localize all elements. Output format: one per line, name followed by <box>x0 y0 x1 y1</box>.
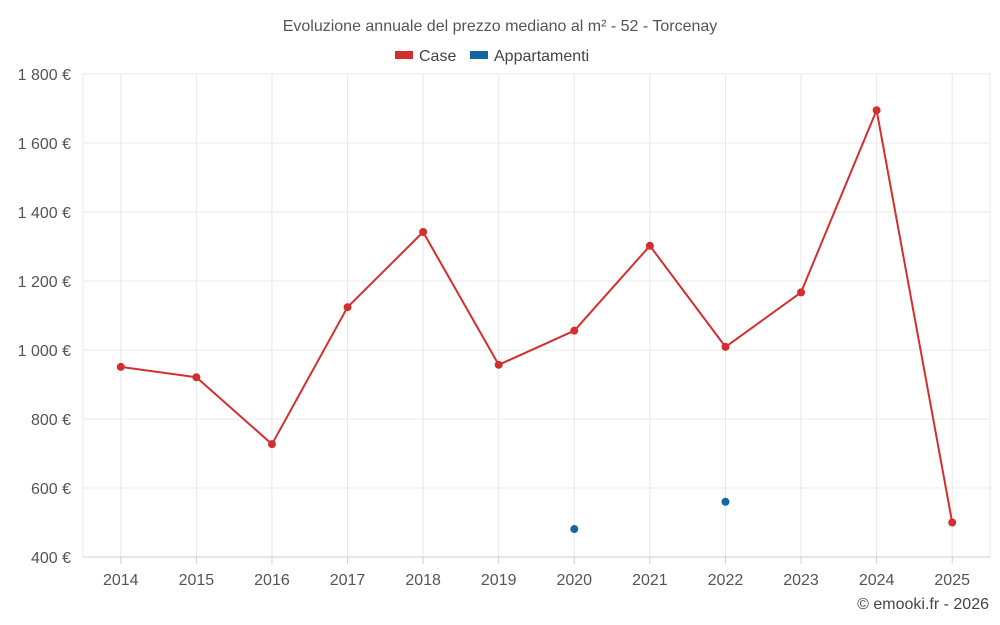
data-point[interactable] <box>948 518 957 527</box>
series-case <box>116 106 957 527</box>
y-tick-label: 1 800 € <box>18 67 71 84</box>
x-tick-label: 2022 <box>708 572 744 589</box>
y-tick-label: 400 € <box>31 550 71 567</box>
legend-label: Appartamenti <box>494 48 589 65</box>
legend-label: Case <box>419 48 456 65</box>
x-tick-label: 2025 <box>934 572 970 589</box>
grid <box>82 73 991 557</box>
y-tick-label: 1 400 € <box>18 205 71 222</box>
x-tick-label: 2018 <box>405 572 441 589</box>
legend-swatch <box>395 51 413 59</box>
data-point[interactable] <box>192 373 201 382</box>
data-point[interactable] <box>570 525 579 534</box>
data-point[interactable] <box>570 326 579 335</box>
x-axis: 2014 2015 2016 2017 2018 2019 2020 2021 2022 2023… <box>83 556 990 589</box>
data-point[interactable] <box>721 497 730 506</box>
x-tick-label: 2021 <box>632 572 668 589</box>
legend-item-appartamenti[interactable]: Appartamenti <box>470 48 589 65</box>
y-tick-label: 800 € <box>31 412 71 429</box>
x-tick-label: 2019 <box>481 572 517 589</box>
y-tick-label: 1 600 € <box>18 136 71 153</box>
data-point[interactable] <box>645 241 654 250</box>
data-point[interactable] <box>116 362 125 371</box>
y-tick-label: 1 200 € <box>18 274 71 291</box>
x-tick-label: 2016 <box>254 572 290 589</box>
chart-title: Evoluzione annuale del prezzo mediano al… <box>283 18 718 35</box>
data-point[interactable] <box>872 106 881 115</box>
x-tick-label: 2020 <box>556 572 592 589</box>
data-point[interactable] <box>494 360 503 369</box>
data-point[interactable] <box>343 303 352 312</box>
x-tick-label: 2023 <box>783 572 819 589</box>
series-layer <box>116 106 957 534</box>
x-tick-label: 2017 <box>330 572 366 589</box>
data-point[interactable] <box>419 228 428 237</box>
series-appartamenti <box>570 497 730 534</box>
series-line-case <box>120 109 954 523</box>
x-tick-label: 2015 <box>179 572 215 589</box>
data-point[interactable] <box>797 288 806 297</box>
x-tick-label: 2024 <box>859 572 895 589</box>
legend-swatch <box>470 51 488 59</box>
y-tick-label: 1 000 € <box>18 343 71 360</box>
legend-item-case[interactable]: Case <box>395 48 456 65</box>
legend: Case Appartamenti <box>395 48 589 65</box>
data-point[interactable] <box>721 342 730 351</box>
credit-text: © emooki.fr - 2026 <box>857 596 989 613</box>
y-axis: 400 € 600 € 800 € 1 000 € 1 200 € 1 400 € 1 60… <box>18 67 71 567</box>
data-point[interactable] <box>267 440 276 449</box>
x-tick-label: 2014 <box>103 572 139 589</box>
y-tick-label: 600 € <box>31 481 71 498</box>
